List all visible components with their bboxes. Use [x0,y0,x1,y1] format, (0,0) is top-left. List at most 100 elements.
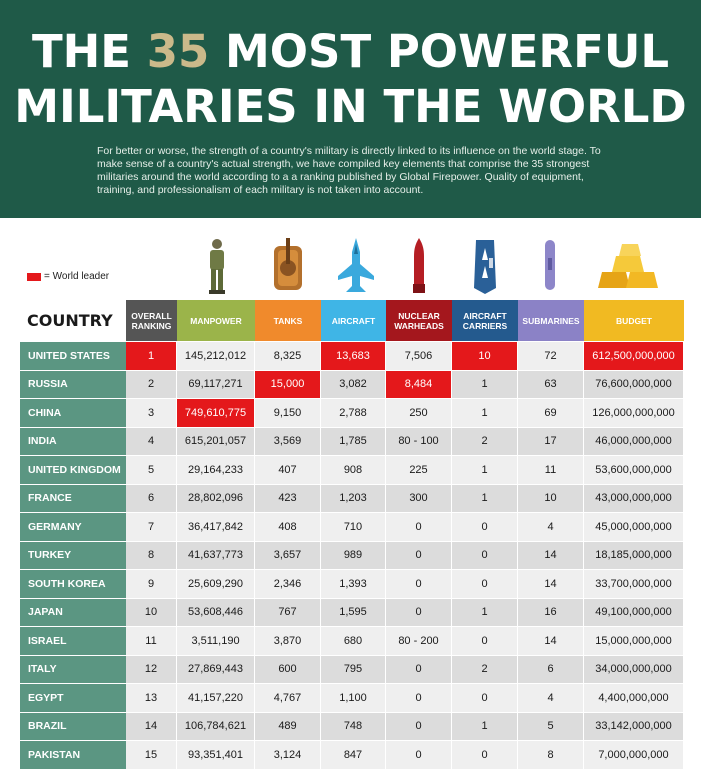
country-cell: UNITED STATES [20,342,126,371]
aircraft-cell: 1,100 [321,684,386,713]
title-line-2: MILITARIES IN THE WORLD [14,80,687,133]
submarines-cell: 4 [518,684,584,713]
carriers-cell: 0 [452,570,518,599]
budget-cell: 53,600,000,000 [584,456,684,485]
carriers-cell: 2 [452,655,518,684]
carriers-cell: 1 [452,456,518,485]
manpower-cell: 3,511,190 [177,627,255,656]
country-cell: SOUTH KOREA [20,570,126,599]
aircraft-cell: 2,788 [321,399,386,428]
budget-cell: 126,000,000,000 [584,399,684,428]
submarines-cell: 10 [518,484,584,513]
manpower-cell: 749,610,775 [177,399,255,428]
column-header-tanks: TANKS [255,300,321,341]
rank-cell: 3 [126,399,177,428]
soldier-icon [209,239,225,294]
nuclear-cell: 8,484 [386,370,452,399]
budget-cell: 45,000,000,000 [584,513,684,542]
manpower-cell: 53,608,446 [177,598,255,627]
rank-cell: 14 [126,712,177,741]
rank-cell: 9 [126,570,177,599]
tanks-cell: 489 [255,712,321,741]
country-cell: UNITED KINGDOM [20,456,126,485]
aircraft-cell: 1,785 [321,427,386,456]
nuclear-cell: 0 [386,741,452,770]
column-header-aircraft: AIRCRAFT [321,300,386,341]
submarines-cell: 6 [518,655,584,684]
title-line-1: THE 35 MOST POWERFUL [31,25,670,78]
rank-cell: 13 [126,684,177,713]
table-row: ISRAEL 11 3,511,190 3,870 680 80 - 200 0 14 15,0… [20,627,684,656]
tanks-cell: 407 [255,456,321,485]
budget-cell: 43,000,000,000 [584,484,684,513]
budget-cell: 7,000,000,000 [584,741,684,770]
manpower-cell: 36,417,842 [177,513,255,542]
carriers-cell: 0 [452,541,518,570]
manpower-cell: 27,869,443 [177,655,255,684]
tanks-cell: 3,657 [255,541,321,570]
submarines-cell: 8 [518,741,584,770]
tanks-cell: 3,569 [255,427,321,456]
manpower-cell: 93,351,401 [177,741,255,770]
manpower-cell: 69,117,271 [177,370,255,399]
rank-cell: 2 [126,370,177,399]
aircraft-cell: 1,595 [321,598,386,627]
table-row: JAPAN 10 53,608,446 767 1,595 0 1 16 49,100,000,… [20,598,684,627]
submarines-cell: 14 [518,541,584,570]
rank-cell: 6 [126,484,177,513]
aircraft-cell: 13,683 [321,342,386,371]
tanks-cell: 9,150 [255,399,321,428]
aircraft-cell: 710 [321,513,386,542]
title-accent-number: 35 [146,25,210,78]
table-row: GERMANY 7 36,417,842 408 710 0 0 4 45,000,000,00… [20,513,684,542]
nuclear-cell: 0 [386,513,452,542]
table-row: CHINA 3 749,610,775 9,150 2,788 250 1 69 126,000… [20,399,684,428]
nuclear-cell: 80 - 200 [386,627,452,656]
country-cell: RUSSIA [20,370,126,399]
submarines-cell: 63 [518,370,584,399]
table-row: RUSSIA 2 69,117,271 15,000 3,082 8,484 1 63 76,6… [20,370,684,399]
country-cell: PAKISTAN [20,741,126,770]
column-header-submarines: SUBMARINES [518,300,584,341]
budget-cell: 612,500,000,000 [584,342,684,371]
budget-cell: 33,142,000,000 [584,712,684,741]
carriers-cell: 0 [452,684,518,713]
aircraft-cell: 795 [321,655,386,684]
nuclear-cell: 250 [386,399,452,428]
header-banner: THE 35 MOST POWERFUL MILITARIES IN THE W… [0,0,701,218]
carriers-cell: 10 [452,342,518,371]
manpower-cell: 106,784,621 [177,712,255,741]
country-cell: FRANCE [20,484,126,513]
tanks-cell: 767 [255,598,321,627]
tanks-cell: 4,767 [255,684,321,713]
aircraft-cell: 908 [321,456,386,485]
column-header-carriers: AIRCRAFT CARRIERS [452,300,518,341]
country-cell: TURKEY [20,541,126,570]
table-row: FRANCE 6 28,802,096 423 1,203 300 1 10 43,000,00… [20,484,684,513]
legend-label: = World leader [44,271,110,282]
table-row: SOUTH KOREA 9 25,609,290 2,346 1,393 0 0 14 33,7… [20,570,684,599]
nuclear-cell: 0 [386,712,452,741]
nuclear-cell: 7,506 [386,342,452,371]
manpower-cell: 25,609,290 [177,570,255,599]
carriers-cell: 0 [452,741,518,770]
rank-cell: 4 [126,427,177,456]
country-cell: EGYPT [20,684,126,713]
column-header-manpower: MANPOWER [177,300,255,341]
column-header-rank: OVERALL RANKING [126,300,177,341]
country-cell: CHINA [20,399,126,428]
aircraft-cell: 3,082 [321,370,386,399]
table-row: UNITED STATES 1 145,212,012 8,325 13,683 7,50… [20,342,684,371]
aircraft-cell: 847 [321,741,386,770]
submarines-cell: 16 [518,598,584,627]
aircraft-cell: 1,393 [321,570,386,599]
budget-cell: 76,600,000,000 [584,370,684,399]
nuclear-cell: 0 [386,655,452,684]
aircraft-cell: 989 [321,541,386,570]
budget-cell: 49,100,000,000 [584,598,684,627]
military-table: UNITED STATES 1 145,212,012 8,325 13,683 7,50… [20,342,684,770]
table-row: ITALY 12 27,869,443 600 795 0 2 6 34,000,000,000 [20,655,684,684]
manpower-cell: 615,201,057 [177,427,255,456]
carriers-cell: 2 [452,427,518,456]
table-row: EGYPT 13 41,157,220 4,767 1,100 0 0 4 4,400,000,… [20,684,684,713]
